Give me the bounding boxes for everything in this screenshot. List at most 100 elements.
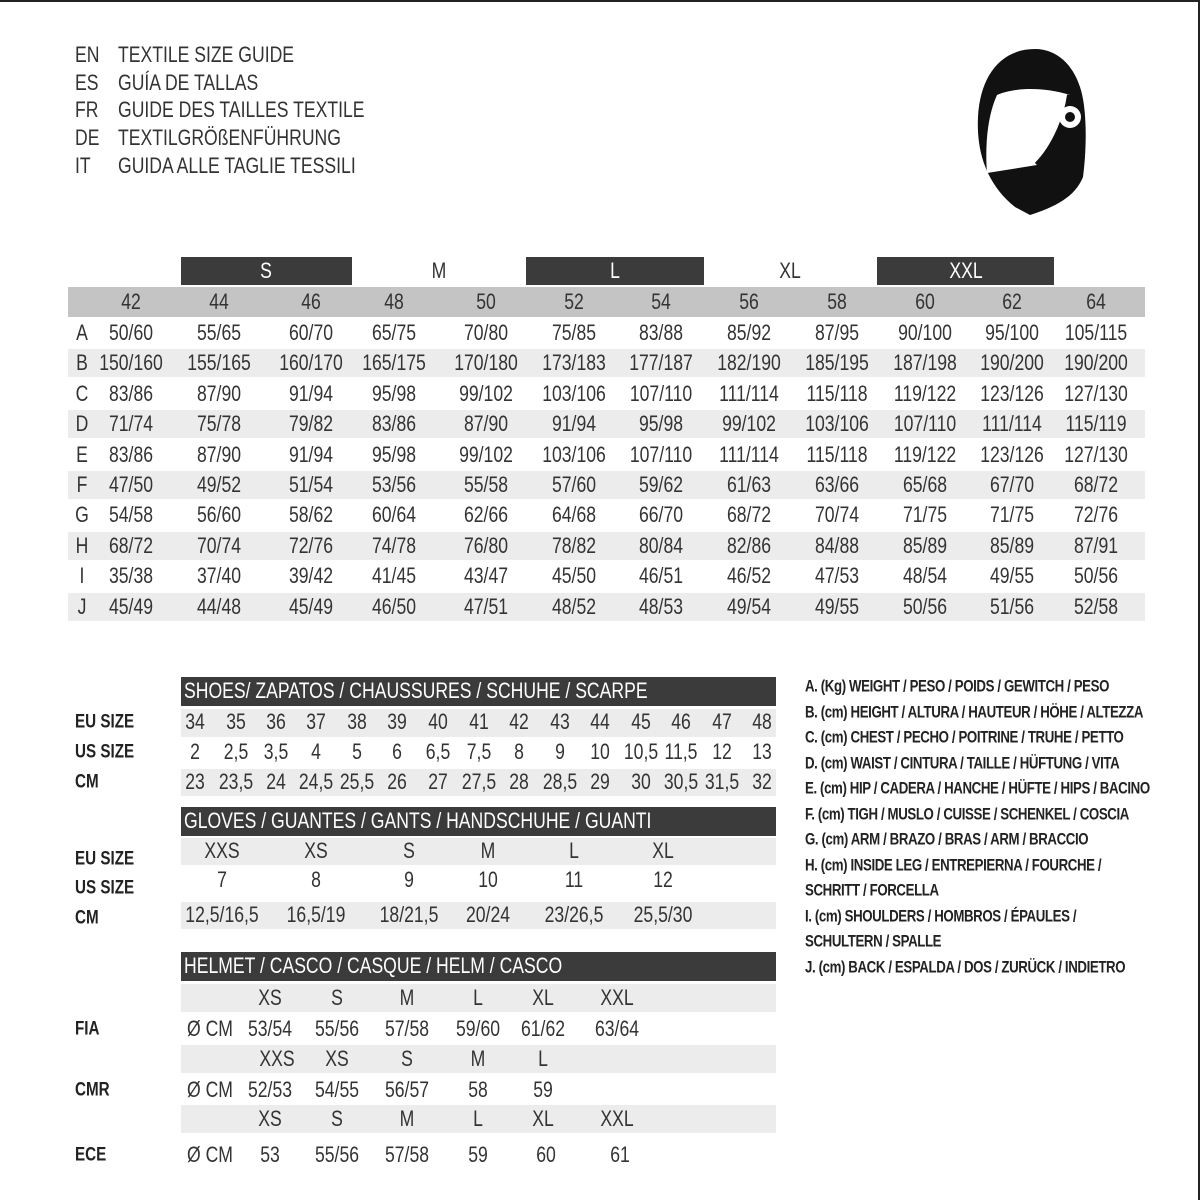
size-group-label: S <box>260 258 272 283</box>
gloves-cell: XL <box>652 838 674 863</box>
gloves-cell: 7 <box>217 867 227 892</box>
table-cell: 49/54 <box>726 593 772 619</box>
shoes-row-label: EU SIZE <box>75 711 135 733</box>
shoes-cell: 44 <box>590 709 610 734</box>
shoes-cell: 4 <box>311 739 321 764</box>
legend-line: D. (cm) WAIST / CINTURA / TAILLE / HÜFTU… <box>805 753 1120 772</box>
helmet-value: 59 <box>468 1142 488 1167</box>
shoes-cell: 2 <box>190 739 200 764</box>
title-text: GUÍA DE TALLAS <box>118 70 259 95</box>
table-cell: 123/126 <box>980 441 1044 467</box>
helmet-size: XXL <box>600 985 634 1010</box>
title-lang-code: EN <box>75 42 100 67</box>
table-cell: 95/98 <box>638 411 684 437</box>
table-cell: 68/72 <box>1073 472 1119 497</box>
table-cell: 155/165 <box>187 350 251 376</box>
size-group-xxl <box>877 257 1054 285</box>
table-cell: 64/68 <box>551 502 597 528</box>
gloves-row-bg <box>181 902 776 929</box>
table-cell: 75/78 <box>196 411 242 437</box>
table-cell: 87/95 <box>814 320 860 345</box>
shoes-cell: 12 <box>712 739 732 764</box>
eu-size-header: 52 <box>564 289 584 314</box>
title-text: TEXTILE SIZE GUIDE <box>118 42 295 67</box>
shoes-cell: 47 <box>712 709 732 734</box>
table-cell: 83/86 <box>108 380 154 406</box>
helmet-value: 55/56 <box>314 1016 360 1041</box>
shoes-row-label: CM <box>75 771 99 793</box>
shoes-cell: 24,5 <box>298 769 334 794</box>
table-cell: 99/102 <box>722 411 776 437</box>
table-cell: 111/114 <box>982 411 1042 437</box>
title-text: TEXTILGRÖßENFÜHRUNG <box>118 125 341 150</box>
helmet-value: 56/57 <box>384 1076 430 1102</box>
title-lang-code: ES <box>75 70 99 95</box>
shoes-cell: 30 <box>631 769 651 794</box>
row-key: J <box>77 593 87 619</box>
table-cell: 56/60 <box>196 502 242 528</box>
table-cell: 78/82 <box>551 532 597 558</box>
size-group-s <box>181 257 352 285</box>
shoes-cell: 27,5 <box>461 769 497 794</box>
table-cell: 85/89 <box>989 532 1035 558</box>
table-cell: 91/94 <box>288 441 334 467</box>
eu-size-header: 60 <box>915 289 935 314</box>
row-key: F <box>76 472 88 497</box>
table-cell: 160/170 <box>279 350 343 376</box>
shoes-cell: 6,5 <box>425 739 451 764</box>
table-cell: 87/90 <box>463 411 509 437</box>
shoes-cell: 30,5 <box>663 769 699 794</box>
table-cell: 150/160 <box>99 350 163 376</box>
table-cell: 190/200 <box>1064 350 1128 376</box>
table-cell: 95/98 <box>371 380 417 406</box>
shoes-cell: 10 <box>590 739 610 764</box>
gloves-cell: 16,5/19 <box>286 902 346 927</box>
helmet-size: S <box>401 1045 413 1071</box>
table-cell: 60/70 <box>288 320 334 345</box>
helmet-value: 53/54 <box>247 1016 293 1041</box>
table-cell: 46/51 <box>638 563 684 589</box>
helmet-size-row-bg <box>181 1105 776 1133</box>
table-cell: 87/90 <box>196 441 242 467</box>
row-key: D <box>75 411 89 437</box>
legend-line: SCHULTERN / SPALLE <box>805 931 942 951</box>
helmet-size: M <box>470 1045 486 1071</box>
table-cell: 50/56 <box>1073 563 1119 589</box>
table-cell: 83/86 <box>108 441 154 467</box>
shoes-cell: 7,5 <box>466 739 492 764</box>
helmet-value: 54/55 <box>314 1076 360 1102</box>
table-cell: 43/47 <box>463 563 509 589</box>
title-lang-code: IT <box>75 153 91 178</box>
shoes-cell: 34 <box>185 709 205 734</box>
shoes-cell: 13 <box>752 739 772 764</box>
table-cell: 57/60 <box>551 472 597 497</box>
table-cell: 91/94 <box>551 411 597 437</box>
row-key: H <box>75 532 89 558</box>
shoes-cell: 9 <box>555 739 565 764</box>
table-cell: 99/102 <box>459 380 513 406</box>
table-row-bg <box>68 592 1145 621</box>
gloves-cell: 9 <box>404 867 414 892</box>
shoes-cell: 32 <box>752 769 772 794</box>
table-row-bg <box>68 531 1145 560</box>
table-cell: 52/58 <box>1073 593 1119 619</box>
table-cell: 95/98 <box>371 441 417 467</box>
table-cell: 72/76 <box>1073 502 1119 528</box>
table-cell: 70/74 <box>814 502 860 528</box>
helmet-value: 55/56 <box>314 1142 360 1167</box>
shoes-cell: 6 <box>392 739 402 764</box>
row-key: B <box>76 350 88 376</box>
table-cell: 115/118 <box>806 380 868 406</box>
table-cell: 63/66 <box>814 472 860 497</box>
helmet-standard-label: ECE <box>75 1144 107 1166</box>
table-cell: 75/85 <box>551 320 597 345</box>
shoes-row-bg <box>181 709 776 737</box>
table-cell: 103/106 <box>542 441 606 467</box>
table-cell: 55/58 <box>463 472 509 497</box>
gloves-cell: S <box>403 838 415 863</box>
helmet-title-bar <box>181 952 776 981</box>
table-cell: 85/92 <box>726 320 772 345</box>
table-row-bg <box>68 471 1145 499</box>
shoes-cell: 5 <box>352 739 362 764</box>
helmet-size: XXL <box>600 1106 634 1131</box>
